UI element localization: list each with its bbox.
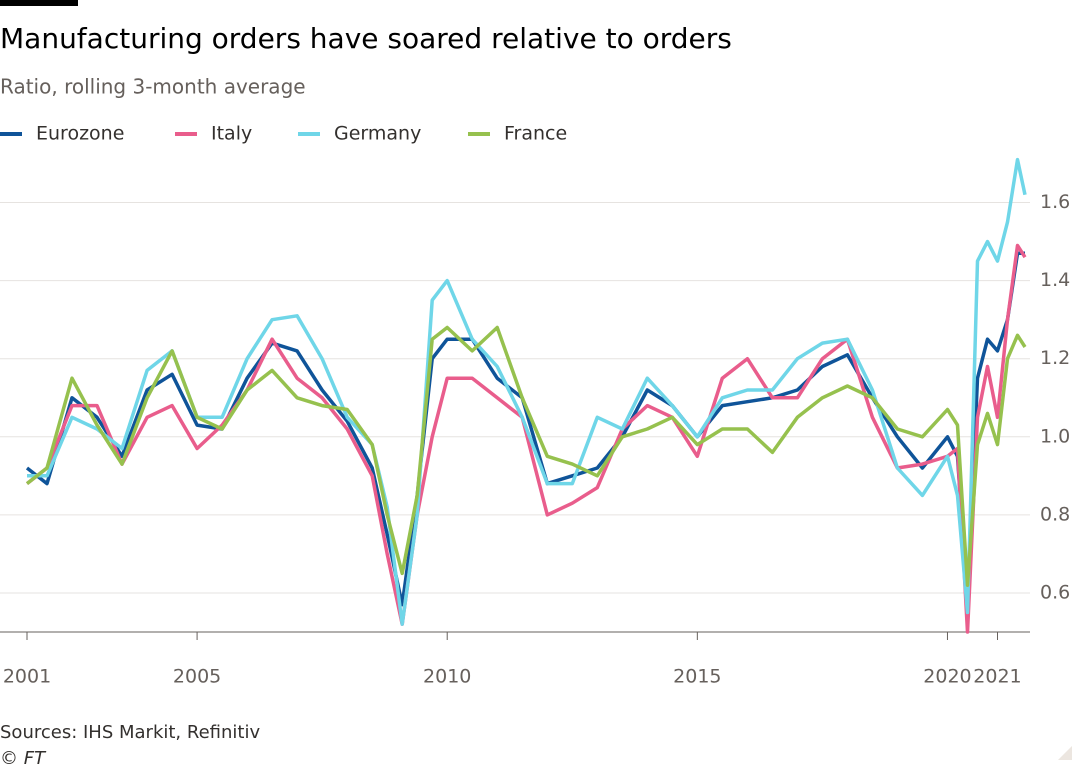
- y-tick-label: 1.6: [1040, 191, 1070, 213]
- x-tick-label: 2020: [923, 666, 971, 688]
- series-line: [27, 157, 1027, 626]
- series-line: [25, 325, 1027, 587]
- legend-label: Eurozone: [36, 123, 124, 145]
- x-tick-label: 2015: [673, 666, 721, 688]
- brand-bar: [0, 0, 78, 6]
- x-tick-label: 2005: [173, 666, 221, 688]
- chart-subtitle: Ratio, rolling 3-month average: [0, 75, 306, 99]
- x-tick-label: 2001: [3, 666, 51, 688]
- x-tick-label: 2021: [973, 666, 1021, 688]
- series-line: [25, 243, 1027, 634]
- y-tick-label: 0.8: [1040, 503, 1070, 525]
- corner-mark: [1058, 746, 1072, 760]
- y-tick-label: 1.2: [1040, 347, 1070, 369]
- legend-label: Italy: [211, 123, 252, 145]
- x-tick-label: 2010: [423, 666, 471, 688]
- chart-title: Manufacturing orders have soared relativ…: [0, 22, 732, 55]
- y-tick-label: 1.4: [1040, 269, 1070, 291]
- legend-label: France: [504, 123, 567, 145]
- credit: © FT: [0, 748, 47, 769]
- source: Sources: IHS Markit, Refinitiv: [0, 722, 260, 743]
- y-tick-label: 1.0: [1040, 425, 1070, 447]
- legend-label: Germany: [334, 123, 421, 145]
- y-tick-label: 0.6: [1040, 581, 1070, 603]
